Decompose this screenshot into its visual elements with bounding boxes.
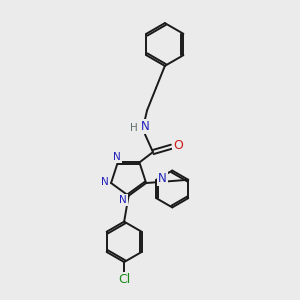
Text: H: H [130,123,138,133]
Text: N: N [119,195,127,205]
Text: O: O [173,139,183,152]
Text: N: N [141,120,150,133]
Text: Cl: Cl [118,273,130,286]
Text: N: N [113,152,121,162]
Text: N: N [101,177,108,188]
Text: N: N [158,172,167,185]
